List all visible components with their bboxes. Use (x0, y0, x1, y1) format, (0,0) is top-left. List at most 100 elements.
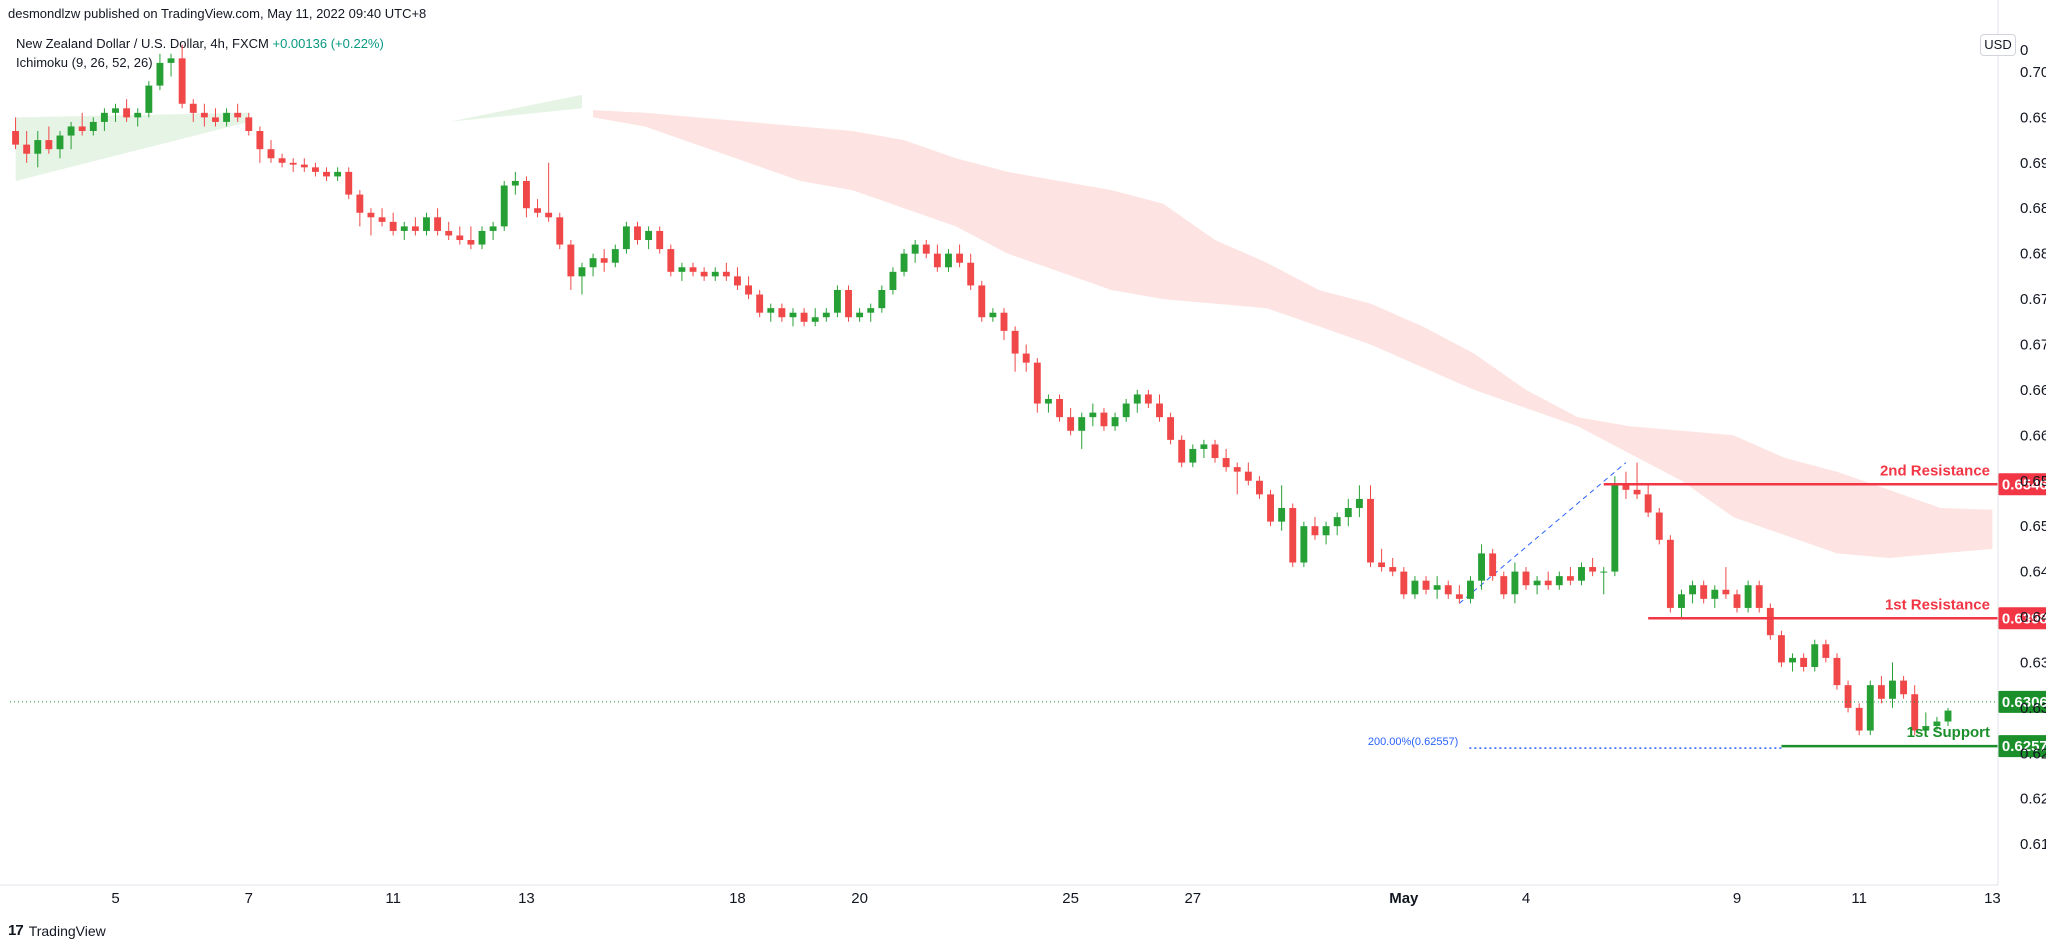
candle-body (656, 230, 664, 250)
candle-body (423, 217, 430, 231)
candle-body (311, 167, 319, 172)
candle-body (645, 230, 653, 241)
candle (1733, 589, 1741, 613)
footer-brand[interactable]: TradingView (28, 922, 106, 939)
candle-body (1600, 571, 1608, 573)
candle (145, 81, 153, 118)
candle (1766, 603, 1774, 640)
candle-body (1544, 580, 1552, 586)
candle (622, 221, 630, 254)
candle (800, 308, 808, 327)
candle (1222, 448, 1230, 472)
candle-body (1389, 567, 1397, 572)
candle (445, 221, 453, 241)
symbol-title[interactable]: New Zealand Dollar / U.S. Dollar, 4h, FX… (16, 36, 269, 51)
candle-body (1078, 417, 1086, 431)
candle (1311, 517, 1319, 540)
candle-body (1467, 580, 1474, 599)
candle-body (400, 226, 408, 231)
candle (1078, 412, 1086, 449)
candle-body (1322, 526, 1330, 536)
candle-body (156, 62, 164, 86)
candle (189, 99, 197, 122)
candle (889, 267, 897, 295)
candle (1178, 435, 1186, 468)
candle (1911, 685, 1919, 736)
fib-trend-line[interactable] (1459, 462, 1627, 604)
candle (411, 217, 419, 236)
candle-body (800, 312, 808, 322)
candle-body (1700, 585, 1708, 599)
candle-body (167, 58, 175, 63)
currency-button[interactable]: USD (1980, 34, 2016, 56)
candle (634, 221, 641, 245)
candle-body (534, 208, 541, 213)
candle (89, 117, 97, 136)
y-tick-label: 0.67000 (2020, 336, 2046, 353)
candle-body (1344, 508, 1352, 518)
chart-legend: New Zealand Dollar / U.S. Dollar, 4h, FX… (16, 34, 384, 72)
candle (1433, 576, 1441, 599)
candle-body (600, 258, 608, 263)
candle-body (945, 253, 952, 268)
candle-body (467, 240, 475, 245)
candle (667, 244, 675, 277)
candle-body (1311, 526, 1319, 536)
candle (1289, 503, 1297, 568)
candle-body (1633, 489, 1641, 495)
candle-body (900, 253, 908, 272)
candle-body (1844, 685, 1852, 708)
candle-body (511, 180, 519, 186)
candle (212, 108, 219, 127)
price-tag-label: 0.63986 (2002, 610, 2046, 627)
candle (789, 308, 797, 327)
candle (467, 226, 475, 250)
candle (1300, 521, 1308, 568)
x-tick-label: 11 (385, 890, 401, 907)
candle (1200, 439, 1208, 459)
candle-body (1911, 694, 1919, 731)
fib-extension[interactable]: 200.00%(0.62557) (1368, 462, 1782, 749)
candle-body (323, 171, 330, 177)
candle-body (1722, 589, 1730, 595)
candle-body (1255, 480, 1263, 495)
x-tick-label: 13 (1984, 890, 2001, 907)
candle (600, 249, 608, 272)
current-price-label: 0.63066 (2002, 694, 2046, 711)
candle (922, 240, 930, 259)
candle-body (678, 267, 686, 272)
candle-body (1189, 448, 1197, 463)
candle-body (1789, 657, 1796, 663)
candle-body (1589, 567, 1597, 572)
candle (1111, 412, 1119, 431)
candle (400, 221, 408, 241)
candle (1833, 653, 1841, 690)
candle (845, 285, 852, 322)
candle-body (1067, 417, 1075, 431)
candle-body (367, 212, 375, 218)
indicator-label[interactable]: Ichimoku (9, 26, 52, 26) (16, 55, 153, 70)
y-tick-label: 0.70000 (2020, 64, 2046, 81)
candle (323, 167, 330, 181)
candle-body (1333, 517, 1341, 527)
candle-body (1033, 362, 1041, 404)
candle (1267, 489, 1274, 527)
candle (34, 131, 42, 168)
candle-body (1211, 444, 1219, 459)
candle-body (822, 312, 830, 318)
candle-body (1922, 726, 1930, 731)
candle (1067, 408, 1075, 436)
candle (589, 253, 597, 277)
candle (833, 285, 841, 318)
y-tick-label: 0.69000 (2020, 155, 2046, 172)
candle-body (922, 244, 930, 254)
candle (911, 240, 919, 263)
y-tick-label: 0.63500 (2020, 654, 2046, 671)
candle (1777, 630, 1785, 667)
candle (611, 244, 619, 268)
candle-body (1122, 403, 1130, 418)
level-name: 2nd Resistance (1880, 462, 1990, 479)
candle (645, 226, 653, 250)
